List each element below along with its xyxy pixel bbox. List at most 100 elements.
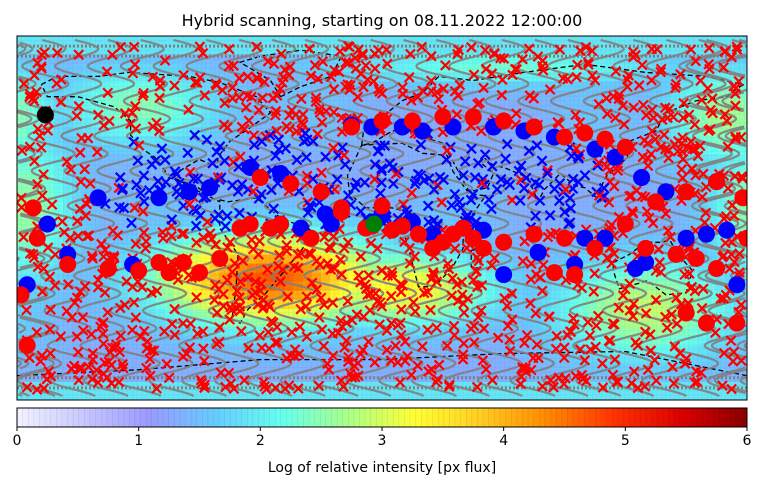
red-x-marker	[506, 194, 518, 206]
blue-x-marker	[135, 187, 146, 199]
red-x-marker	[24, 91, 36, 103]
blue-x-marker	[114, 201, 125, 213]
red-x-marker	[243, 342, 254, 354]
red-x-marker	[399, 236, 410, 248]
colorbar-segment	[230, 408, 237, 427]
red-circle-marker	[586, 239, 604, 257]
red-circle-marker	[464, 108, 482, 126]
blue-circle-marker	[677, 229, 695, 247]
red-x-marker	[433, 359, 445, 371]
red-x-marker	[479, 44, 491, 56]
red-x-marker	[311, 284, 323, 295]
blue-x-marker	[598, 182, 610, 194]
blue-x-marker	[152, 175, 164, 187]
red-x-marker	[228, 383, 240, 395]
red-x-marker	[472, 98, 483, 110]
colorbar-segment	[595, 408, 602, 427]
colorbar-segment	[370, 408, 377, 427]
red-x-marker	[79, 280, 91, 292]
blue-x-marker	[469, 172, 481, 183]
red-x-marker	[198, 355, 210, 367]
red-x-marker	[624, 305, 636, 316]
red-x-marker	[664, 103, 675, 115]
red-x-marker	[227, 82, 238, 93]
red-x-marker	[158, 326, 170, 337]
map-frame	[16, 35, 748, 401]
red-x-marker	[346, 372, 358, 383]
blue-x-marker	[565, 202, 577, 214]
red-x-marker	[309, 59, 321, 71]
colorbar-segment	[78, 408, 85, 427]
red-x-marker	[613, 302, 625, 314]
colorbar-segment	[258, 408, 265, 427]
red-x-marker	[77, 325, 89, 336]
red-x-marker	[710, 327, 721, 339]
red-x-marker	[593, 190, 605, 201]
red-x-marker	[318, 340, 330, 352]
red-x-marker	[363, 336, 374, 348]
red-x-marker	[582, 56, 594, 68]
red-x-marker	[17, 145, 28, 157]
red-x-marker	[443, 263, 455, 275]
red-x-marker	[526, 189, 538, 200]
colorbar-segment	[398, 408, 405, 427]
red-x-marker	[24, 141, 36, 153]
colorbar-segment	[488, 408, 495, 427]
colorbar-segment	[702, 408, 709, 427]
red-x-marker	[449, 243, 461, 255]
red-x-marker	[324, 241, 335, 252]
blue-x-marker	[541, 167, 553, 179]
red-x-marker	[17, 192, 27, 204]
blue-x-marker	[486, 203, 497, 215]
red-x-marker	[610, 112, 621, 124]
red-circle-marker	[734, 189, 747, 207]
scan-track	[480, 38, 556, 397]
red-x-marker	[608, 180, 620, 192]
colorbar-segment	[567, 408, 574, 427]
blue-x-marker	[126, 217, 137, 229]
red-x-marker	[404, 258, 416, 269]
red-x-marker	[300, 301, 312, 312]
red-x-marker	[210, 239, 222, 250]
red-x-marker	[489, 47, 500, 59]
red-x-marker	[564, 326, 576, 338]
blue-x-marker	[369, 159, 381, 170]
red-x-marker	[661, 322, 673, 334]
colorbar-segment	[511, 408, 518, 427]
red-x-marker	[141, 362, 152, 374]
red-x-marker	[630, 49, 641, 61]
blue-x-marker	[422, 200, 434, 212]
red-circle-marker	[18, 336, 36, 354]
red-x-marker	[154, 75, 166, 86]
colorbar-segment	[207, 408, 215, 427]
colorbar-segment	[612, 408, 619, 427]
red-x-marker	[102, 87, 114, 99]
red-x-marker	[559, 342, 570, 353]
red-x-marker	[323, 364, 335, 376]
colorbar-segment	[174, 408, 181, 427]
red-circle-marker	[28, 229, 46, 247]
red-circle-marker	[556, 229, 573, 247]
red-x-marker	[667, 111, 679, 123]
colorbar-tick-label: 6	[743, 433, 752, 449]
red-x-marker	[596, 358, 608, 369]
red-circle-marker	[677, 183, 695, 201]
red-x-marker	[250, 287, 261, 298]
red-circle-marker	[24, 199, 42, 217]
red-x-marker	[613, 89, 625, 101]
blue-x-marker	[339, 159, 351, 171]
red-x-marker	[55, 331, 67, 342]
colorbar-segment	[410, 408, 417, 427]
red-x-marker	[279, 383, 291, 395]
red-circle-marker	[556, 128, 573, 146]
red-x-marker	[151, 383, 163, 394]
red-x-marker	[237, 255, 249, 267]
red-x-marker	[77, 311, 89, 323]
red-x-marker	[675, 68, 686, 80]
red-x-marker	[342, 237, 354, 248]
red-x-marker	[665, 231, 676, 243]
scan-track	[185, 38, 260, 397]
red-x-marker	[703, 125, 715, 137]
red-x-marker	[310, 92, 322, 104]
red-x-marker	[274, 249, 285, 261]
